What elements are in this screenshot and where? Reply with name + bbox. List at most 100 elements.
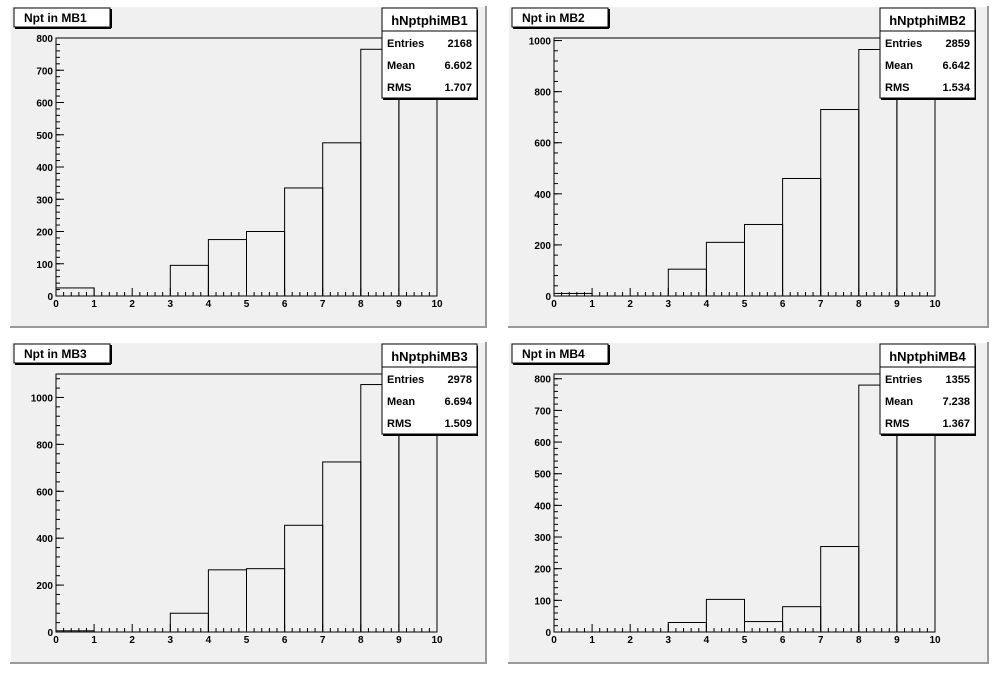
x-tick-label: 7 bbox=[818, 635, 824, 646]
y-tick-label: 400 bbox=[534, 501, 551, 512]
y-tick-label: 600 bbox=[36, 99, 53, 110]
y-tick-label: 0 bbox=[545, 292, 551, 303]
y-tick-label: 100 bbox=[36, 260, 53, 271]
x-tick-label: 3 bbox=[168, 635, 174, 646]
stats-label: Entries bbox=[387, 374, 424, 386]
y-tick-label: 800 bbox=[36, 440, 53, 451]
pad-bevel-dark bbox=[10, 6, 487, 328]
stats-box bbox=[879, 343, 976, 435]
y-tick-label: 500 bbox=[36, 131, 53, 142]
x-tick-label: 10 bbox=[431, 635, 443, 646]
y-tick-label: 600 bbox=[534, 139, 551, 150]
pad-bevel-light bbox=[507, 341, 988, 663]
x-tick-label: 3 bbox=[666, 635, 672, 646]
x-tick-label: 8 bbox=[358, 635, 364, 646]
x-tick-label: 8 bbox=[856, 635, 862, 646]
x-tick-label: 5 bbox=[742, 635, 748, 646]
y-tick-label: 200 bbox=[36, 581, 53, 592]
x-tick-label: 0 bbox=[551, 635, 557, 646]
x-tick-label: 2 bbox=[129, 635, 135, 646]
y-tick-label: 1000 bbox=[529, 37, 552, 48]
stats-histogram-name: hNptphiMB4 bbox=[889, 349, 966, 364]
y-tick-label: 200 bbox=[36, 228, 53, 239]
stats-value: 2978 bbox=[448, 374, 472, 386]
stats-label: RMS bbox=[885, 82, 909, 94]
stats-box bbox=[879, 7, 976, 99]
y-tick-label: 700 bbox=[36, 66, 53, 77]
pad-bevel-light bbox=[9, 341, 486, 663]
y-tick-label: 600 bbox=[36, 487, 53, 498]
x-tick-label: 2 bbox=[627, 635, 633, 646]
x-tick-label: 6 bbox=[780, 635, 786, 646]
x-tick-label: 3 bbox=[168, 299, 174, 310]
x-tick-label: 6 bbox=[780, 299, 786, 310]
x-tick-label: 1 bbox=[91, 635, 97, 646]
y-tick-label: 400 bbox=[534, 190, 551, 201]
x-tick-label: 2 bbox=[627, 299, 633, 310]
x-tick-label: 10 bbox=[431, 299, 443, 310]
chart-title: Npt in MB2 bbox=[522, 11, 585, 25]
x-tick-label: 0 bbox=[53, 635, 59, 646]
stats-label: Entries bbox=[387, 38, 424, 50]
x-tick-label: 1 bbox=[589, 635, 595, 646]
pad-bevel-dark bbox=[10, 342, 487, 664]
stats-value: 1.534 bbox=[942, 82, 970, 94]
stats-label: Mean bbox=[387, 396, 415, 408]
histogram-bin bbox=[705, 598, 746, 633]
stats-label: Mean bbox=[885, 396, 913, 408]
stats-histogram-name: hNptphiMB3 bbox=[391, 349, 468, 364]
pad-bevel-light bbox=[507, 5, 988, 327]
y-tick-label: 300 bbox=[534, 533, 551, 544]
y-tick-label: 400 bbox=[36, 163, 53, 174]
stats-histogram-name: hNptphiMB1 bbox=[391, 13, 468, 28]
chart-title: Npt in MB1 bbox=[24, 11, 87, 25]
y-tick-label: 200 bbox=[534, 241, 551, 252]
stats-label: RMS bbox=[885, 418, 909, 430]
x-tick-label: 9 bbox=[396, 635, 402, 646]
pad-bevel-dark bbox=[508, 342, 989, 664]
stats-value: 1355 bbox=[946, 374, 970, 386]
x-tick-label: 9 bbox=[396, 299, 402, 310]
pad-bevel-light bbox=[9, 5, 486, 327]
x-tick-label: 7 bbox=[320, 635, 326, 646]
stats-value: 7.238 bbox=[942, 396, 970, 408]
stats-label: Entries bbox=[885, 38, 922, 50]
chart-title: Npt in MB3 bbox=[24, 347, 87, 361]
x-tick-label: 7 bbox=[818, 299, 824, 310]
y-tick-label: 300 bbox=[36, 195, 53, 206]
histogram-panel-2: 0 1 2 3 4 5 6 7 8 9 10 0 200 400 600 800 1000 Npt in MB2 h… bbox=[507, 5, 989, 328]
y-tick-label: 800 bbox=[534, 375, 551, 386]
x-tick-label: 8 bbox=[856, 299, 862, 310]
stats-value: 2859 bbox=[946, 38, 970, 50]
stats-value: 6.602 bbox=[444, 60, 472, 72]
x-tick-label: 3 bbox=[666, 299, 672, 310]
stats-value: 2168 bbox=[448, 38, 472, 50]
y-tick-label: 1000 bbox=[31, 393, 54, 404]
x-tick-label: 7 bbox=[320, 299, 326, 310]
y-tick-label: 800 bbox=[36, 34, 53, 45]
x-tick-label: 9 bbox=[894, 299, 900, 310]
stats-label: Mean bbox=[885, 60, 913, 72]
stats-box bbox=[381, 7, 478, 99]
x-tick-label: 4 bbox=[704, 299, 710, 310]
y-tick-label: 700 bbox=[534, 406, 551, 417]
histogram-panel-3: 0 1 2 3 4 5 6 7 8 9 10 0 200 400 600 800 1000 Npt in MB3 h… bbox=[9, 341, 487, 664]
stats-label: RMS bbox=[387, 418, 411, 430]
stats-label: Mean bbox=[387, 60, 415, 72]
histogram-panel-1: 0 1 2 3 4 5 6 7 8 9 100100200300400500600700800Npt… bbox=[9, 5, 487, 328]
x-tick-label: 6 bbox=[282, 299, 288, 310]
x-tick-label: 5 bbox=[244, 635, 250, 646]
x-tick-label: 5 bbox=[244, 299, 250, 310]
y-tick-label: 0 bbox=[545, 628, 551, 639]
x-tick-label: 2 bbox=[129, 299, 135, 310]
x-tick-label: 4 bbox=[206, 635, 212, 646]
pad-bevel-dark bbox=[508, 6, 989, 328]
x-tick-label: 0 bbox=[53, 299, 59, 310]
y-tick-label: 100 bbox=[534, 596, 551, 607]
stats-box bbox=[381, 343, 478, 435]
y-tick-label: 0 bbox=[47, 628, 53, 639]
stats-value: 6.642 bbox=[942, 60, 970, 72]
x-tick-label: 1 bbox=[589, 299, 595, 310]
x-tick-label: 1 bbox=[91, 299, 97, 310]
